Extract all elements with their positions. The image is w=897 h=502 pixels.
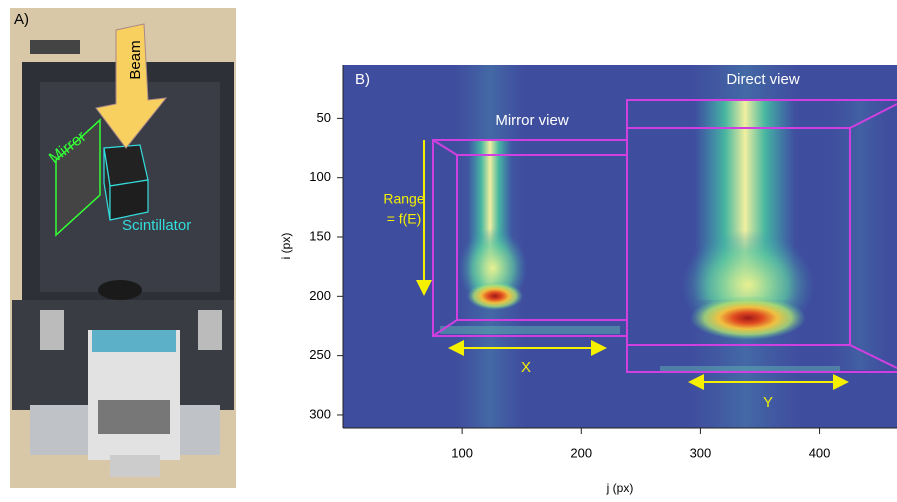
annotation: Direct view (726, 71, 800, 88)
y-tick-label: 100 (309, 169, 331, 184)
x-tick-label: 200 (570, 445, 592, 460)
y-axis-label: i (px) (279, 233, 293, 260)
annotation: = f(E) (387, 211, 422, 227)
x-axis-label: j (px) (606, 481, 634, 495)
scintillator-label: Scintillator (122, 217, 191, 234)
annotation: Range (383, 191, 424, 207)
annotation: X (521, 359, 531, 376)
x-tick-label: 100 (451, 445, 473, 460)
y-tick-label: 200 (309, 288, 331, 303)
panel-label: A) (14, 11, 29, 28)
annotation: Y (763, 394, 773, 411)
beam-label: Beam (127, 40, 144, 79)
annotation: Mirror view (495, 112, 568, 129)
heatmap (343, 65, 897, 428)
y-tick-label: 150 (309, 228, 331, 243)
photo (10, 8, 236, 488)
y-tick-label: 50 (317, 110, 331, 125)
annotation-arrows (416, 140, 849, 390)
y-tick-label: 250 (309, 347, 331, 362)
panel-label: B) (355, 71, 370, 88)
view-boxes (432, 99, 897, 373)
x-tick-label: 400 (809, 445, 831, 460)
x-tick-label: 300 (690, 445, 712, 460)
y-tick-label: 300 (309, 406, 331, 421)
